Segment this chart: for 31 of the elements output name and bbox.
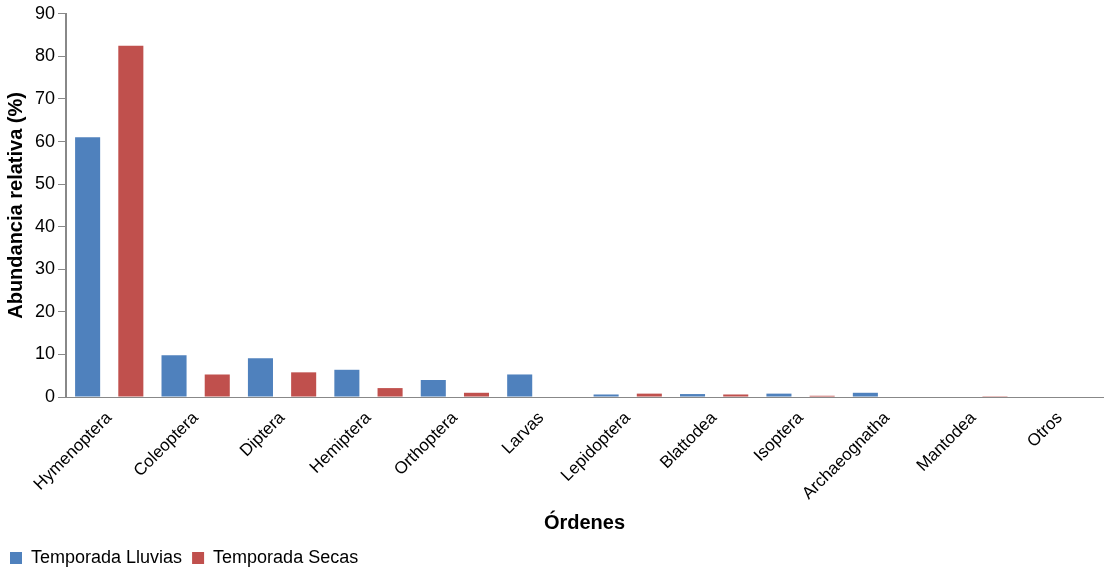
y-tick-label: 80 — [34, 45, 56, 66]
bar — [204, 374, 230, 397]
y-tick-label: 40 — [34, 215, 56, 236]
bar — [420, 380, 446, 397]
y-axis-title: Abundancia relativa (%) — [3, 92, 26, 319]
y-tick-label: 90 — [34, 2, 56, 23]
y-tick-label: 10 — [34, 343, 56, 364]
bar — [723, 394, 749, 397]
bar — [680, 394, 706, 397]
y-tick-label: 70 — [34, 87, 56, 108]
y-tick-label: 0 — [45, 386, 56, 406]
bar — [593, 394, 619, 397]
y-tick-label: 30 — [34, 258, 56, 279]
legend-label: Temporada Secas — [213, 546, 359, 567]
bar — [75, 137, 101, 397]
bar — [852, 392, 878, 397]
y-tick-label: 60 — [34, 130, 56, 151]
bar — [766, 393, 792, 397]
bar — [247, 358, 273, 397]
bar — [377, 388, 403, 397]
y-tick-label: 50 — [34, 173, 56, 194]
bar — [334, 369, 360, 397]
bar — [118, 45, 144, 397]
bar — [291, 372, 317, 397]
bar — [463, 392, 490, 397]
bar — [636, 393, 662, 397]
y-tick-label: 20 — [34, 300, 56, 321]
bar — [161, 355, 187, 397]
bar — [507, 374, 533, 397]
x-axis-title: Órdenes — [543, 509, 626, 533]
legend-label: Temporada Lluvias — [31, 546, 183, 567]
